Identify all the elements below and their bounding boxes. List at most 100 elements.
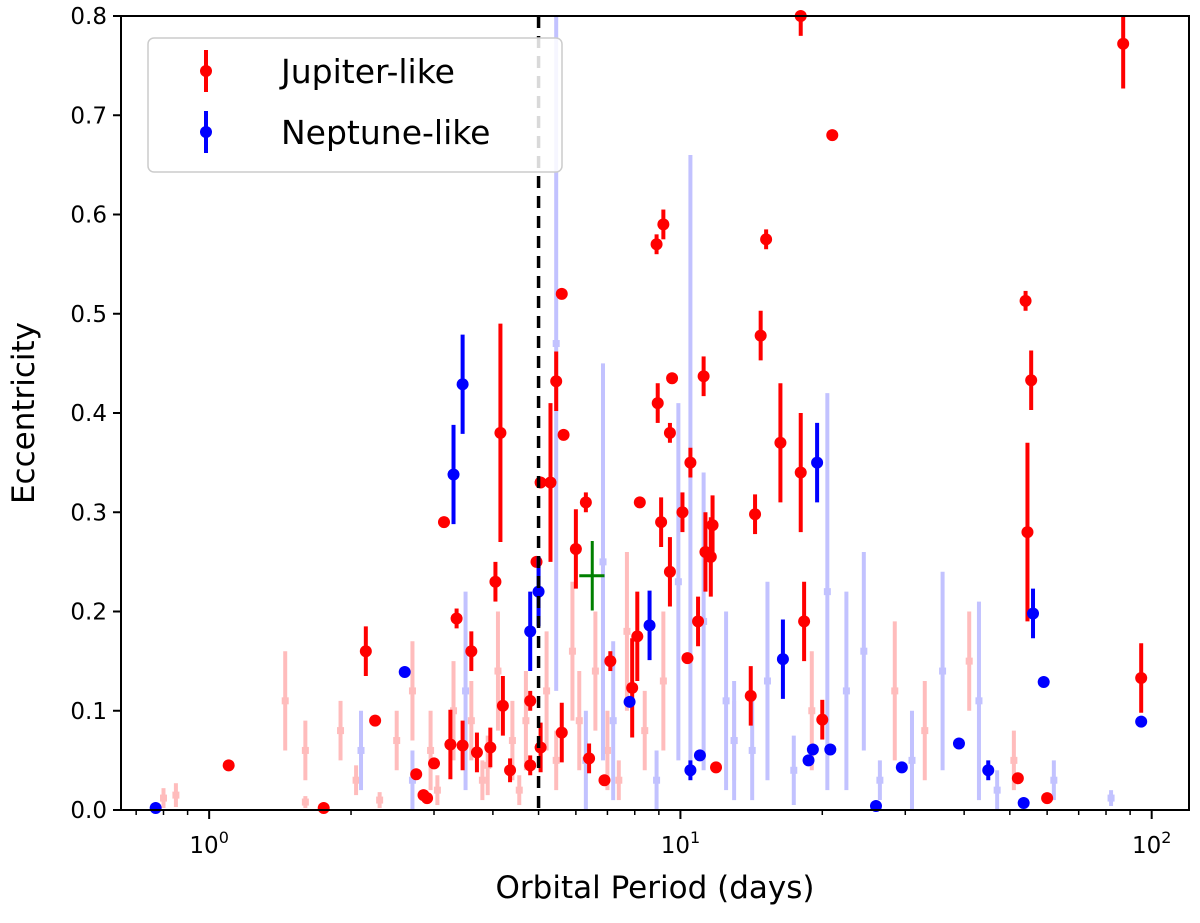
neptune-marker (693, 749, 706, 762)
jupiter-marker (421, 792, 434, 805)
neptune-point (895, 761, 908, 774)
neptune-point (643, 590, 656, 661)
jupiter-point (444, 709, 457, 780)
jupiter-faint-point (337, 700, 345, 761)
neptune-marker (1037, 675, 1050, 688)
jupiter-point (544, 403, 557, 562)
y-tick-label: 0.3 (70, 500, 107, 526)
neptune-faint-point (1050, 760, 1058, 801)
jupiter-marker (369, 714, 382, 727)
legend-neptune-label: Neptune-like (281, 113, 491, 152)
jupiter-point (663, 537, 676, 607)
neptune-point (532, 556, 545, 627)
neptune-point (693, 749, 706, 762)
jupiter-marker (774, 436, 787, 449)
jupiter-faint-marker (522, 717, 530, 725)
jupiter-point (754, 310, 767, 361)
legend-jupiter-marker (200, 65, 212, 77)
jupiter-marker (504, 764, 517, 777)
jupiter-point (651, 383, 664, 423)
jupiter-point (504, 758, 517, 783)
neptune-point (1135, 715, 1148, 728)
neptune-faint-marker (609, 717, 617, 725)
jupiter-point (437, 516, 450, 529)
jupiter-marker (583, 752, 596, 765)
neptune-faint-point (722, 611, 730, 791)
jupiter-faint-point (467, 680, 475, 761)
jupiter-marker (744, 689, 757, 702)
y-tick-label: 0.1 (70, 699, 107, 725)
jupiter-point (1011, 772, 1024, 785)
jupiter-point (369, 714, 382, 727)
jupiter-point (1019, 290, 1032, 311)
jupiter-point (604, 651, 617, 672)
neptune-marker (623, 695, 636, 708)
jupiter-marker (557, 428, 570, 441)
jupiter-faint-point (623, 551, 631, 711)
jupiter-point (317, 802, 330, 815)
jupiter-faint-marker (494, 667, 502, 675)
jupiter-marker (651, 397, 664, 410)
jupiter-faint-point (522, 671, 530, 771)
jupiter-marker (484, 741, 497, 754)
jupiter-faint-marker (301, 798, 309, 806)
x-tick-label: 101 (661, 828, 700, 859)
neptune-point (1037, 675, 1050, 688)
neptune-faint-point (860, 551, 868, 751)
jupiter-faint-marker (603, 746, 611, 754)
jupiter-faint-point (281, 651, 289, 751)
neptune-marker (447, 468, 460, 481)
neptune-faint-marker (653, 776, 661, 784)
jupiter-marker (1041, 792, 1054, 805)
neptune-faint-marker (823, 588, 831, 596)
neptune-marker (811, 456, 824, 469)
jupiter-marker (626, 681, 639, 694)
neptune-faint-point (823, 393, 831, 791)
jupiter-marker (663, 426, 676, 439)
jupiter-faint-point (376, 792, 384, 809)
jupiter-marker (631, 630, 644, 643)
neptune-faint-point (408, 750, 416, 810)
jupiter-point (489, 561, 502, 602)
neptune-marker (895, 761, 908, 774)
neptune-point (982, 760, 995, 781)
neptune-marker (982, 764, 995, 777)
neptune-faint-point (975, 601, 983, 801)
jupiter-faint-marker (433, 786, 441, 794)
jupiter-marker (760, 233, 773, 246)
neptune-faint-point (357, 710, 365, 791)
jupiter-marker (524, 759, 537, 772)
neptune-faint-marker (462, 687, 470, 695)
jupiter-marker (550, 375, 563, 388)
jupiter-marker (798, 615, 811, 628)
jupiter-faint-marker (352, 776, 360, 784)
jupiter-marker (1019, 294, 1032, 307)
jupiter-marker (496, 699, 509, 712)
jupiter-faint-marker (508, 737, 516, 745)
legend-jupiter-label: Jupiter-like (279, 52, 455, 91)
jupiter-point (555, 702, 568, 763)
neptune-faint-point (1107, 790, 1115, 807)
jupiter-faint-marker (427, 746, 435, 754)
jupiter-faint-point (433, 775, 441, 806)
neptune-marker (1017, 797, 1030, 810)
jupiter-point (1025, 350, 1038, 411)
jupiter-marker (692, 615, 705, 628)
neptune-point (684, 760, 697, 781)
neptune-point (398, 666, 411, 679)
jupiter-faint-marker (467, 717, 475, 725)
jupiter-faint-marker (615, 776, 623, 784)
jupiter-point (555, 287, 568, 300)
y-tick-label: 0.4 (70, 401, 107, 427)
jupiter-marker (1021, 526, 1034, 539)
y-axis-title: Eccentricity (6, 322, 42, 504)
jupiter-point (760, 229, 773, 250)
y-tick-label: 0.5 (70, 302, 107, 328)
neptune-faint-point (993, 770, 1001, 810)
neptune-point (1027, 588, 1040, 639)
jupiter-point (666, 372, 679, 385)
jupiter-faint-marker (659, 677, 667, 685)
neptune-point (824, 743, 837, 756)
jupiter-faint-point (921, 680, 929, 781)
neptune-faint-point (842, 591, 850, 791)
